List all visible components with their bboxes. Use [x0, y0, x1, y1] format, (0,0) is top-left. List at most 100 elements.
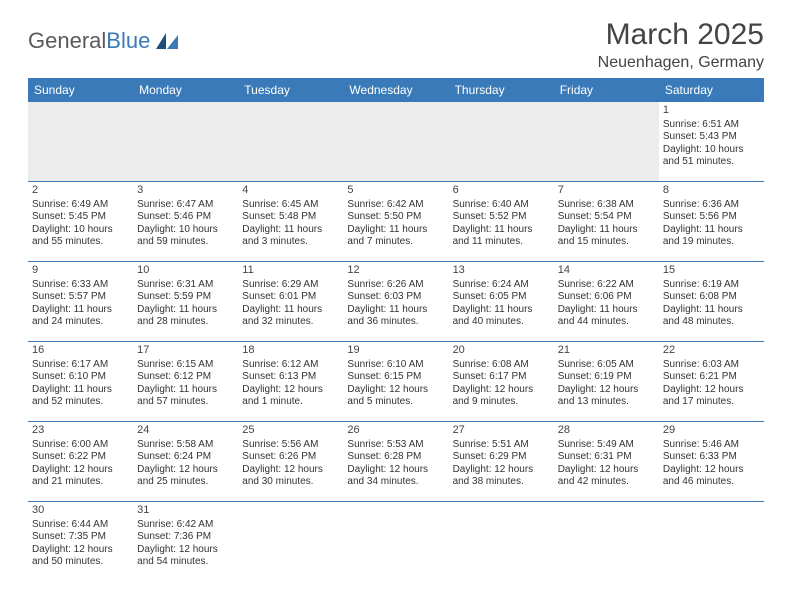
day-number: 24 — [137, 424, 234, 438]
weekday-header: Saturday — [659, 78, 764, 102]
sunset-text: Sunset: 6:12 PM — [137, 371, 234, 384]
day-number: 27 — [453, 424, 550, 438]
calendar-day-cell: 23Sunrise: 6:00 AMSunset: 6:22 PMDayligh… — [28, 422, 133, 502]
calendar-empty-cell — [343, 102, 448, 182]
sunrise-text: Sunrise: 6:08 AM — [453, 359, 550, 372]
day-number: 26 — [347, 424, 444, 438]
sunrise-text: Sunrise: 6:49 AM — [32, 199, 129, 212]
calendar-empty-cell — [659, 502, 764, 582]
sunset-text: Sunset: 5:46 PM — [137, 211, 234, 224]
day-number: 30 — [32, 504, 129, 518]
sunset-text: Sunset: 6:28 PM — [347, 451, 444, 464]
calendar-day-cell: 21Sunrise: 6:05 AMSunset: 6:19 PMDayligh… — [554, 342, 659, 422]
calendar-empty-cell — [449, 102, 554, 182]
sunset-text: Sunset: 5:56 PM — [663, 211, 760, 224]
daylight-text: Daylight: 11 hours and 3 minutes. — [242, 224, 339, 249]
daylight-text: Daylight: 12 hours and 1 minute. — [242, 384, 339, 409]
sunset-text: Sunset: 5:54 PM — [558, 211, 655, 224]
daylight-text: Daylight: 11 hours and 57 minutes. — [137, 384, 234, 409]
sunset-text: Sunset: 6:21 PM — [663, 371, 760, 384]
calendar-empty-cell — [238, 502, 343, 582]
calendar-day-cell: 15Sunrise: 6:19 AMSunset: 6:08 PMDayligh… — [659, 262, 764, 342]
sunset-text: Sunset: 6:05 PM — [453, 291, 550, 304]
sunset-text: Sunset: 6:03 PM — [347, 291, 444, 304]
daylight-text: Daylight: 11 hours and 28 minutes. — [137, 304, 234, 329]
daylight-text: Daylight: 10 hours and 55 minutes. — [32, 224, 129, 249]
day-number: 5 — [347, 184, 444, 198]
sunrise-text: Sunrise: 6:03 AM — [663, 359, 760, 372]
calendar-day-cell: 27Sunrise: 5:51 AMSunset: 6:29 PMDayligh… — [449, 422, 554, 502]
calendar-day-cell: 31Sunrise: 6:42 AMSunset: 7:36 PMDayligh… — [133, 502, 238, 582]
sunset-text: Sunset: 7:35 PM — [32, 531, 129, 544]
day-number: 19 — [347, 344, 444, 358]
calendar-day-cell: 20Sunrise: 6:08 AMSunset: 6:17 PMDayligh… — [449, 342, 554, 422]
calendar-day-cell: 7Sunrise: 6:38 AMSunset: 5:54 PMDaylight… — [554, 182, 659, 262]
day-number: 3 — [137, 184, 234, 198]
weekday-header: Friday — [554, 78, 659, 102]
title-block: March 2025 Neuenhagen, Germany — [598, 18, 764, 72]
sunrise-text: Sunrise: 6:40 AM — [453, 199, 550, 212]
sunrise-text: Sunrise: 6:44 AM — [32, 519, 129, 532]
calendar-empty-cell — [554, 502, 659, 582]
sunrise-text: Sunrise: 6:24 AM — [453, 279, 550, 292]
sunrise-text: Sunrise: 6:42 AM — [137, 519, 234, 532]
daylight-text: Daylight: 12 hours and 21 minutes. — [32, 464, 129, 489]
sunset-text: Sunset: 6:26 PM — [242, 451, 339, 464]
weekday-header: Monday — [133, 78, 238, 102]
sunset-text: Sunset: 6:22 PM — [32, 451, 129, 464]
sunrise-text: Sunrise: 5:46 AM — [663, 439, 760, 452]
calendar-week-row: 2Sunrise: 6:49 AMSunset: 5:45 PMDaylight… — [28, 182, 764, 262]
daylight-text: Daylight: 11 hours and 44 minutes. — [558, 304, 655, 329]
calendar-week-row: 16Sunrise: 6:17 AMSunset: 6:10 PMDayligh… — [28, 342, 764, 422]
sunset-text: Sunset: 6:33 PM — [663, 451, 760, 464]
sunrise-text: Sunrise: 5:56 AM — [242, 439, 339, 452]
calendar-week-row: 1Sunrise: 6:51 AMSunset: 5:43 PMDaylight… — [28, 102, 764, 182]
sunrise-text: Sunrise: 6:38 AM — [558, 199, 655, 212]
day-number: 4 — [242, 184, 339, 198]
sunrise-text: Sunrise: 6:12 AM — [242, 359, 339, 372]
daylight-text: Daylight: 11 hours and 48 minutes. — [663, 304, 760, 329]
day-number: 6 — [453, 184, 550, 198]
day-number: 8 — [663, 184, 760, 198]
daylight-text: Daylight: 11 hours and 36 minutes. — [347, 304, 444, 329]
calendar-day-cell: 9Sunrise: 6:33 AMSunset: 5:57 PMDaylight… — [28, 262, 133, 342]
sunset-text: Sunset: 6:31 PM — [558, 451, 655, 464]
daylight-text: Daylight: 12 hours and 38 minutes. — [453, 464, 550, 489]
weekday-header: Sunday — [28, 78, 133, 102]
sunset-text: Sunset: 6:17 PM — [453, 371, 550, 384]
day-number: 9 — [32, 264, 129, 278]
calendar-table: Sunday Monday Tuesday Wednesday Thursday… — [28, 78, 764, 581]
calendar-day-cell: 25Sunrise: 5:56 AMSunset: 6:26 PMDayligh… — [238, 422, 343, 502]
day-number: 2 — [32, 184, 129, 198]
day-number: 14 — [558, 264, 655, 278]
calendar-day-cell: 19Sunrise: 6:10 AMSunset: 6:15 PMDayligh… — [343, 342, 448, 422]
day-number: 18 — [242, 344, 339, 358]
calendar-empty-cell — [133, 102, 238, 182]
calendar-day-cell: 11Sunrise: 6:29 AMSunset: 6:01 PMDayligh… — [238, 262, 343, 342]
sunrise-text: Sunrise: 6:33 AM — [32, 279, 129, 292]
daylight-text: Daylight: 12 hours and 25 minutes. — [137, 464, 234, 489]
day-number: 16 — [32, 344, 129, 358]
day-number: 15 — [663, 264, 760, 278]
sunrise-text: Sunrise: 6:26 AM — [347, 279, 444, 292]
weekday-header: Tuesday — [238, 78, 343, 102]
calendar-day-cell: 8Sunrise: 6:36 AMSunset: 5:56 PMDaylight… — [659, 182, 764, 262]
daylight-text: Daylight: 11 hours and 52 minutes. — [32, 384, 129, 409]
sunrise-text: Sunrise: 6:36 AM — [663, 199, 760, 212]
sunrise-text: Sunrise: 5:49 AM — [558, 439, 655, 452]
sunrise-text: Sunrise: 6:45 AM — [242, 199, 339, 212]
daylight-text: Daylight: 12 hours and 50 minutes. — [32, 544, 129, 569]
day-number: 1 — [663, 104, 760, 118]
sunset-text: Sunset: 5:45 PM — [32, 211, 129, 224]
logo-text-1: General — [28, 28, 106, 54]
daylight-text: Daylight: 12 hours and 30 minutes. — [242, 464, 339, 489]
calendar-day-cell: 1Sunrise: 6:51 AMSunset: 5:43 PMDaylight… — [659, 102, 764, 182]
sunset-text: Sunset: 5:50 PM — [347, 211, 444, 224]
sunrise-text: Sunrise: 6:15 AM — [137, 359, 234, 372]
location: Neuenhagen, Germany — [598, 54, 764, 72]
sunrise-text: Sunrise: 6:51 AM — [663, 119, 760, 132]
weekday-header: Thursday — [449, 78, 554, 102]
sunset-text: Sunset: 7:36 PM — [137, 531, 234, 544]
calendar-day-cell: 18Sunrise: 6:12 AMSunset: 6:13 PMDayligh… — [238, 342, 343, 422]
calendar-day-cell: 4Sunrise: 6:45 AMSunset: 5:48 PMDaylight… — [238, 182, 343, 262]
